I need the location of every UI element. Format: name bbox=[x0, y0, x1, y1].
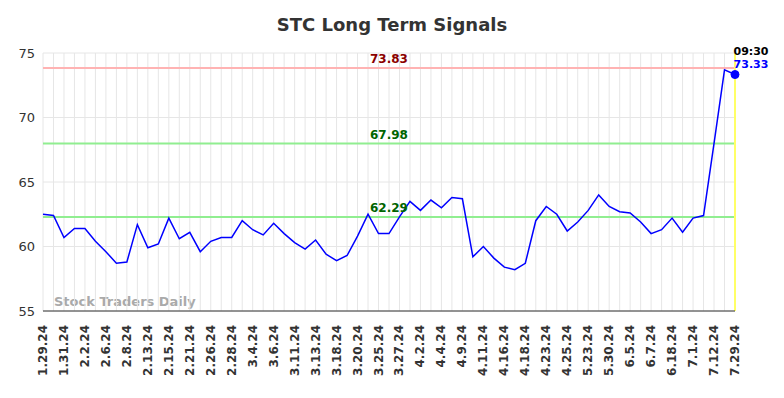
svg-text:3.13.24: 3.13.24 bbox=[309, 325, 323, 376]
svg-text:3.25.24: 3.25.24 bbox=[372, 325, 386, 376]
svg-text:4.16.24: 4.16.24 bbox=[497, 325, 511, 376]
svg-text:7.1.24: 7.1.24 bbox=[686, 325, 700, 368]
svg-text:7.29.24: 7.29.24 bbox=[728, 325, 742, 376]
svg-text:62.29: 62.29 bbox=[370, 201, 408, 215]
svg-text:73.83: 73.83 bbox=[370, 52, 408, 66]
svg-text:70: 70 bbox=[18, 110, 35, 125]
svg-text:65: 65 bbox=[18, 175, 35, 190]
svg-text:67.98: 67.98 bbox=[370, 128, 408, 142]
svg-text:6.18.24: 6.18.24 bbox=[665, 325, 679, 376]
svg-text:3.27.24: 3.27.24 bbox=[392, 325, 406, 376]
svg-text:2.2.24: 2.2.24 bbox=[78, 325, 92, 368]
svg-text:55: 55 bbox=[18, 304, 35, 319]
svg-text:2.15.24: 2.15.24 bbox=[162, 325, 176, 376]
svg-text:4.25.24: 4.25.24 bbox=[560, 325, 574, 376]
svg-text:2.26.24: 2.26.24 bbox=[204, 325, 218, 376]
svg-text:5.23.24: 5.23.24 bbox=[581, 325, 595, 376]
svg-text:09:30: 09:30 bbox=[733, 45, 768, 58]
svg-text:3.11.24: 3.11.24 bbox=[288, 325, 302, 376]
html-text:Stock Traders Daily: Stock Traders Daily bbox=[54, 294, 196, 309]
svg-text:3.18.24: 3.18.24 bbox=[330, 325, 344, 376]
svg-text:4.23.24: 4.23.24 bbox=[539, 325, 553, 376]
svg-text:75: 75 bbox=[18, 46, 35, 61]
svg-text:5.30.24: 5.30.24 bbox=[602, 325, 616, 376]
svg-text:1.31.24: 1.31.24 bbox=[57, 325, 71, 376]
svg-text:1.29.24: 1.29.24 bbox=[36, 325, 50, 376]
svg-text:4.18.24: 4.18.24 bbox=[518, 325, 532, 376]
svg-text:2.8.24: 2.8.24 bbox=[120, 325, 134, 368]
svg-text:4.9.24: 4.9.24 bbox=[455, 325, 469, 368]
svg-text:2.21.24: 2.21.24 bbox=[183, 325, 197, 376]
svg-text:2.28.24: 2.28.24 bbox=[225, 325, 239, 376]
svg-text:3.20.24: 3.20.24 bbox=[351, 325, 365, 376]
svg-text:4.11.24: 4.11.24 bbox=[476, 325, 490, 376]
svg-text:60: 60 bbox=[18, 239, 35, 254]
svg-text:2.6.24: 2.6.24 bbox=[99, 325, 113, 368]
svg-text:4.2.24: 4.2.24 bbox=[413, 325, 427, 368]
svg-text:3.6.24: 3.6.24 bbox=[267, 325, 281, 368]
svg-text:4.4.24: 4.4.24 bbox=[434, 325, 448, 368]
svg-text:6.5.24: 6.5.24 bbox=[623, 325, 637, 368]
svg-text:2.13.24: 2.13.24 bbox=[141, 325, 155, 376]
svg-text:3.4.24: 3.4.24 bbox=[246, 325, 260, 368]
html-text:STC Long Term Signals: STC Long Term Signals bbox=[276, 14, 508, 35]
svg-text:6.7.24: 6.7.24 bbox=[644, 325, 658, 368]
svg-text:7.12.24: 7.12.24 bbox=[707, 325, 721, 376]
svg-text:73.33: 73.33 bbox=[734, 58, 769, 71]
